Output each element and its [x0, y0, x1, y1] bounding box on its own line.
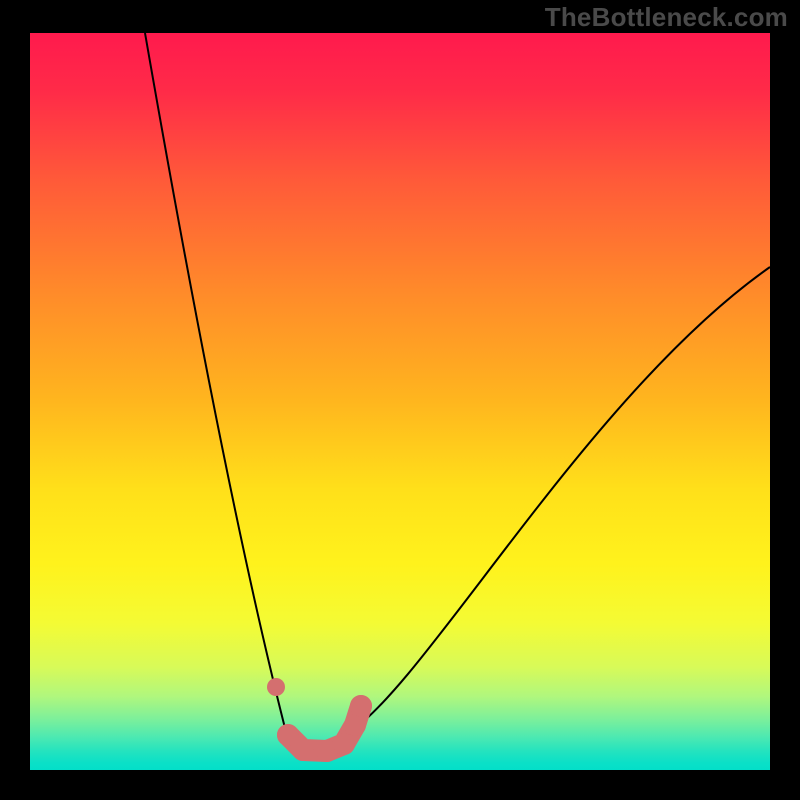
marker-dot — [350, 695, 372, 717]
figure-root: TheBottleneck.com — [0, 0, 800, 800]
marker-dot — [267, 678, 285, 696]
marker-dot — [333, 733, 355, 755]
marker-dot — [292, 739, 314, 761]
plot-area-background — [30, 33, 770, 770]
marker-dot — [344, 714, 366, 736]
bottleneck-chart — [0, 0, 800, 800]
